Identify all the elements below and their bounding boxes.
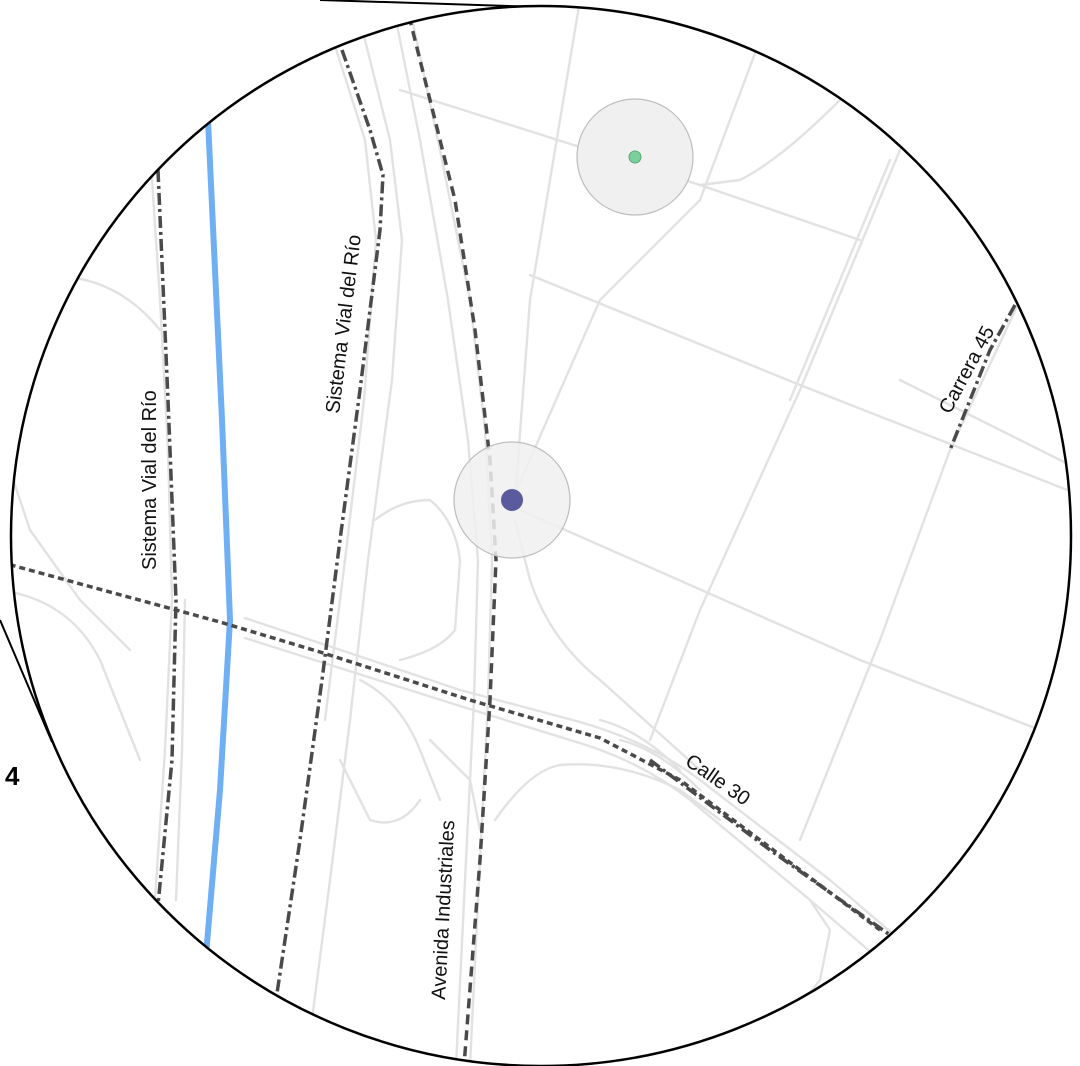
route-sistema-vial-right — [274, 49, 385, 1001]
primary-marker-dot[interactable] — [501, 489, 523, 511]
route-carrera-45 — [948, 304, 1017, 451]
route-calle-30-east — [648, 758, 892, 937]
location-secondary[interactable] — [576, 98, 694, 216]
inset-circle-outline — [9, 4, 1073, 1066]
route-sistema-vial-left — [156, 169, 178, 906]
location-primary[interactable] — [453, 441, 571, 559]
river-line — [203, 117, 234, 958]
label-sistema-vial-left: Sistema Vial del Río — [139, 390, 161, 570]
callout-line-top — [319, 0, 542, 8]
panel-number: 4 — [5, 761, 20, 791]
secondary-marker-dot[interactable] — [628, 150, 642, 164]
route-calle-30 — [11, 560, 882, 932]
